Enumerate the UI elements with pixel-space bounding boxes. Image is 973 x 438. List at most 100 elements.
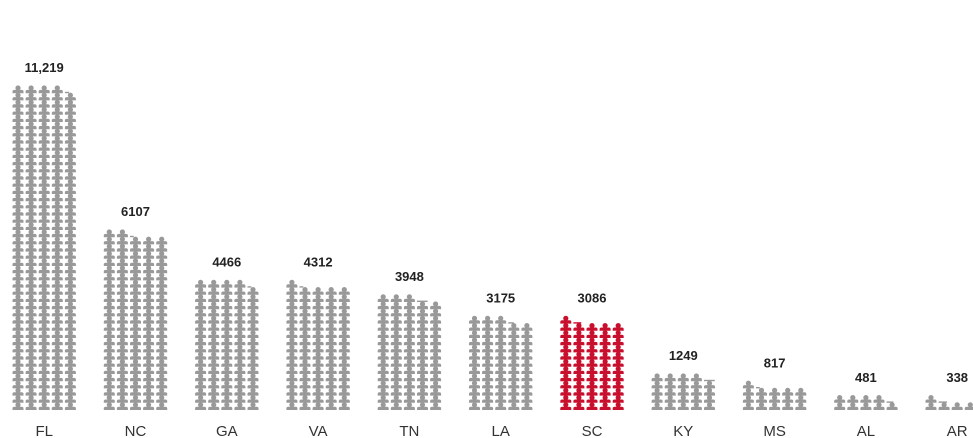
person-icon xyxy=(64,121,76,130)
person-icon xyxy=(690,387,702,396)
person-icon xyxy=(12,222,24,230)
person-icon xyxy=(495,402,507,410)
person-icon xyxy=(560,373,572,382)
person-icon xyxy=(116,359,128,367)
person-icon xyxy=(38,207,50,216)
person-icon xyxy=(286,308,298,317)
person-icon xyxy=(38,171,50,180)
person-icon xyxy=(299,287,311,295)
person-icon xyxy=(377,387,389,396)
person-icon xyxy=(38,373,50,382)
person-icon xyxy=(130,243,141,252)
person-icon xyxy=(312,301,324,310)
person-icon xyxy=(234,395,246,403)
person-icon xyxy=(521,402,533,410)
person-icon xyxy=(586,395,598,403)
person-icon xyxy=(612,380,624,389)
person-icon xyxy=(508,373,520,382)
person-icon xyxy=(390,380,402,389)
person-icon xyxy=(586,359,598,367)
person-icon xyxy=(103,366,115,374)
person-icon xyxy=(221,323,233,331)
person-icon xyxy=(508,380,520,389)
person-icon xyxy=(403,301,415,310)
bar-ga xyxy=(195,279,259,410)
person-icon xyxy=(938,401,947,403)
person-icon xyxy=(325,315,337,324)
person-icon xyxy=(103,279,115,288)
person-icon xyxy=(51,279,63,288)
person-icon xyxy=(951,402,963,410)
person-icon xyxy=(208,373,220,382)
person-icon xyxy=(12,258,24,266)
value-label-ms: 817 xyxy=(764,355,786,370)
person-icon xyxy=(338,344,350,353)
person-icon xyxy=(130,395,141,403)
person-icon xyxy=(521,387,533,396)
person-icon xyxy=(130,315,141,324)
person-icon xyxy=(430,351,442,360)
person-icon xyxy=(469,359,480,367)
person-icon xyxy=(38,308,50,317)
person-icon xyxy=(12,251,24,259)
person-icon xyxy=(247,287,259,295)
person-icon xyxy=(103,359,115,367)
person-icon xyxy=(130,359,141,367)
person-icon xyxy=(495,395,507,403)
person-icon xyxy=(299,373,311,382)
person-icon xyxy=(130,235,134,238)
person-icon xyxy=(51,135,63,144)
person-icon xyxy=(38,229,50,238)
person-icon xyxy=(377,301,389,310)
person-icon xyxy=(38,179,50,187)
person-icon xyxy=(247,387,259,396)
person-icon xyxy=(51,344,63,353)
person-icon xyxy=(116,402,128,410)
person-icon xyxy=(51,258,63,266)
person-icon xyxy=(234,315,246,324)
person-icon xyxy=(64,395,76,403)
bar-va xyxy=(286,279,350,410)
person-icon xyxy=(508,337,520,346)
person-icon xyxy=(12,301,24,310)
person-icon xyxy=(417,301,428,310)
person-icon xyxy=(586,380,598,389)
person-icon xyxy=(390,294,402,302)
person-icon xyxy=(130,366,141,374)
person-icon xyxy=(560,366,572,374)
person-icon xyxy=(677,373,689,382)
person-icon xyxy=(377,344,389,353)
person-icon xyxy=(51,395,63,403)
person-icon xyxy=(234,359,246,367)
person-icon xyxy=(508,323,520,331)
person-icon xyxy=(312,330,324,338)
person-icon xyxy=(377,402,389,410)
person-icon xyxy=(116,380,128,389)
person-icon xyxy=(221,315,233,324)
person-icon xyxy=(599,380,611,389)
person-icon xyxy=(234,373,246,382)
person-icon xyxy=(247,337,259,346)
person-icon xyxy=(390,344,402,353)
person-icon xyxy=(325,323,337,331)
person-icon xyxy=(208,294,220,302)
person-icon xyxy=(377,359,389,367)
person-icon xyxy=(103,395,115,403)
person-icon xyxy=(103,380,115,389)
person-icon xyxy=(156,294,168,302)
person-icon xyxy=(469,330,480,338)
person-icon xyxy=(482,344,494,353)
person-icon xyxy=(651,387,663,396)
person-icon xyxy=(325,402,337,410)
person-icon xyxy=(586,387,598,396)
person-icon xyxy=(51,351,63,360)
person-icon xyxy=(103,236,115,245)
person-icon xyxy=(769,402,781,410)
person-icon xyxy=(221,344,233,353)
category-label-ar: AR xyxy=(947,423,968,438)
person-icon xyxy=(482,330,494,338)
person-icon xyxy=(156,351,168,360)
person-icon xyxy=(25,85,37,94)
person-icon xyxy=(64,279,76,288)
person-icon xyxy=(377,373,389,382)
